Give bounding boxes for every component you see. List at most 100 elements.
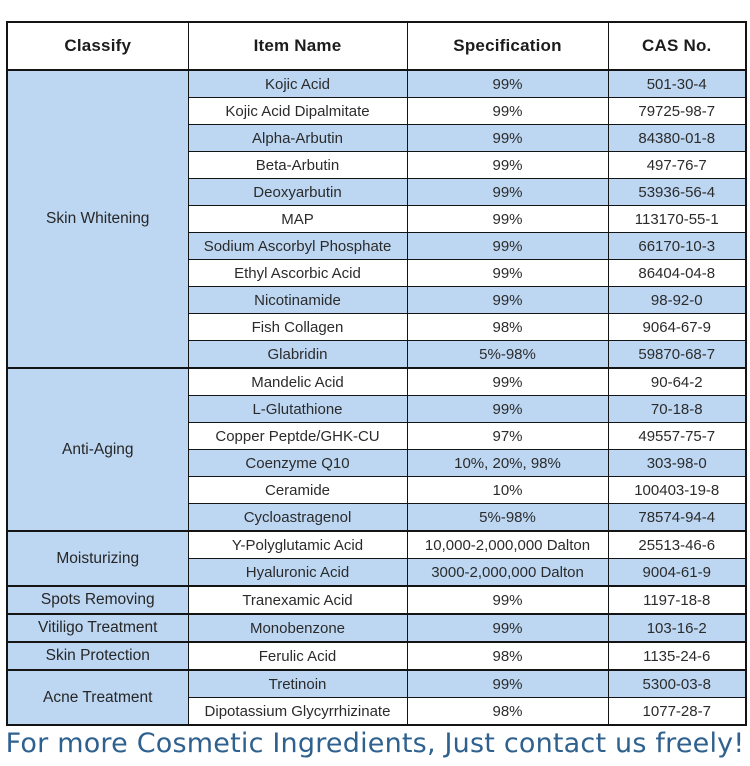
item-name-cell: Fish Collagen: [187, 313, 408, 341]
table-body: Skin Whitening Kojic Acid 99% 501-30-4 Kojic…: [6, 69, 747, 726]
item-name-cell: Tranexamic Acid: [187, 585, 408, 615]
table-row: Deoxyarbutin 99% 53936-56-4: [7, 178, 747, 206]
table-row: Ethyl Ascorbic Acid 99% 86404-04-8: [7, 259, 747, 287]
cas-no-cell: 84380-01-8: [607, 124, 747, 152]
cas-no-cell: 79725-98-7: [607, 97, 747, 125]
specification-cell: 99%: [406, 232, 609, 260]
cas-no-cell: 49557-75-7: [607, 422, 747, 450]
classify-cell: Spots Removing: [6, 585, 189, 615]
classify-cell: Moisturizing: [6, 530, 189, 587]
specification-cell: 99%: [406, 395, 609, 423]
table-row: Skin Whitening Kojic Acid 99% 501-30-4: [6, 69, 747, 369]
specification-cell: 99%: [406, 259, 609, 287]
item-name-cell: Cycloastragenol: [187, 503, 408, 532]
cas-no-cell: 501-30-4: [607, 69, 747, 98]
item-name-cell: Copper Peptde/GHK-CU: [187, 422, 408, 450]
specification-cell: 98%: [406, 641, 609, 671]
classify-cell: Skin Whitening: [6, 69, 189, 369]
table-row: Dipotassium Glycyrrhizinate 98% 1077-28-7: [7, 697, 747, 726]
classify-cell: Acne Treatment: [6, 669, 189, 726]
item-name-cell: Kojic Acid: [187, 69, 408, 98]
specification-cell: 99%: [406, 151, 609, 179]
table-row: Glabridin 5%-98% 59870-68-7: [7, 340, 747, 369]
cas-no-cell: 90-64-2: [607, 367, 747, 396]
specification-cell: 3000-2,000,000 Dalton: [406, 558, 609, 587]
specification-cell: 99%: [406, 205, 609, 233]
table-row: Alpha-Arbutin 99% 84380-01-8: [7, 124, 747, 152]
cas-no-cell: 1135-24-6: [607, 641, 747, 671]
specification-cell: 99%: [406, 367, 609, 396]
specification-cell: 99%: [406, 286, 609, 314]
item-name-cell: Ethyl Ascorbic Acid: [187, 259, 408, 287]
specification-cell: 10,000-2,000,000 Dalton: [406, 530, 609, 559]
specification-cell: 99%: [406, 613, 609, 643]
item-name-cell: Deoxyarbutin: [187, 178, 408, 206]
footer-cta-text: For more Cosmetic Ingredients, Just cont…: [5, 728, 745, 759]
item-name-cell: Y-Polyglutamic Acid: [187, 530, 408, 559]
specification-cell: 10%, 20%, 98%: [406, 449, 609, 477]
item-name-cell: Kojic Acid Dipalmitate: [187, 97, 408, 125]
specification-cell: 98%: [406, 313, 609, 341]
item-name-cell: L-Glutathione: [187, 395, 408, 423]
specification-cell: 99%: [406, 124, 609, 152]
cas-no-cell: 53936-56-4: [607, 178, 747, 206]
table-row: Coenzyme Q10 10%, 20%, 98% 303-98-0: [7, 449, 747, 477]
table-row: Anti-Aging Mandelic Acid 99% 90-64-2: [6, 367, 747, 532]
item-name-cell: Ceramide: [187, 476, 408, 504]
cas-no-cell: 1077-28-7: [607, 697, 747, 726]
cas-no-cell: 70-18-8: [607, 395, 747, 423]
cas-no-cell: 497-76-7: [607, 151, 747, 179]
column-header-cas-no: CAS No.: [607, 21, 747, 71]
specification-cell: 5%-98%: [406, 340, 609, 369]
cas-no-cell: 1197-18-8: [607, 585, 747, 615]
specification-cell: 97%: [406, 422, 609, 450]
table-row: Nicotinamide 99% 98-92-0: [7, 286, 747, 314]
specification-cell: 99%: [406, 669, 609, 698]
item-name-cell: Beta-Arbutin: [187, 151, 408, 179]
cas-no-cell: 113170-55-1: [607, 205, 747, 233]
item-name-cell: Sodium Ascorbyl Phosphate: [187, 232, 408, 260]
cas-no-cell: 303-98-0: [607, 449, 747, 477]
cas-no-cell: 100403-19-8: [607, 476, 747, 504]
table-row: Skin Protection Ferulic Acid 98% 1135-24-6: [6, 641, 747, 671]
specification-cell: 99%: [406, 178, 609, 206]
table-row: Copper Peptde/GHK-CU 97% 49557-75-7: [7, 422, 747, 450]
item-name-cell: Hyaluronic Acid: [187, 558, 408, 587]
specification-cell: 5%-98%: [406, 503, 609, 532]
item-name-cell: Dipotassium Glycyrrhizinate: [187, 697, 408, 726]
table-row: Fish Collagen 98% 9064-67-9: [7, 313, 747, 341]
table-row: MAP 99% 113170-55-1: [7, 205, 747, 233]
table-header-row: Classify Item Name Specification CAS No.: [6, 21, 747, 71]
specification-cell: 98%: [406, 697, 609, 726]
cas-no-cell: 78574-94-4: [607, 503, 747, 532]
table-row: Moisturizing Y-Polyglutamic Acid 10,000-2,…: [6, 530, 747, 587]
cas-no-cell: 103-16-2: [607, 613, 747, 643]
table-row: L-Glutathione 99% 70-18-8: [7, 395, 747, 423]
table-row: Spots Removing Tranexamic Acid 99% 1197-18-…: [6, 585, 747, 615]
table-row: Vitiligo Treatment Monobenzone 99% 103-16-2: [6, 613, 747, 643]
item-name-cell: Coenzyme Q10: [187, 449, 408, 477]
table-row: Hyaluronic Acid 3000-2,000,000 Dalton 9004…: [7, 558, 747, 587]
item-name-cell: Monobenzone: [187, 613, 408, 643]
specification-cell: 99%: [406, 69, 609, 98]
item-name-cell: Mandelic Acid: [187, 367, 408, 396]
cas-no-cell: 59870-68-7: [607, 340, 747, 369]
item-name-cell: Ferulic Acid: [187, 641, 408, 671]
cas-no-cell: 25513-46-6: [607, 530, 747, 559]
cas-no-cell: 86404-04-8: [607, 259, 747, 287]
cas-no-cell: 9004-61-9: [607, 558, 747, 587]
table-row: Ceramide 10% 100403-19-8: [7, 476, 747, 504]
column-header-item-name: Item Name: [187, 21, 408, 71]
specification-cell: 10%: [406, 476, 609, 504]
item-name-cell: Alpha-Arbutin: [187, 124, 408, 152]
column-header-specification: Specification: [406, 21, 609, 71]
classify-cell: Anti-Aging: [6, 367, 189, 532]
item-name-cell: Nicotinamide: [187, 286, 408, 314]
specification-cell: 99%: [406, 97, 609, 125]
table-row: Beta-Arbutin 99% 497-76-7: [7, 151, 747, 179]
classify-cell: Vitiligo Treatment: [6, 613, 189, 643]
item-name-cell: Glabridin: [187, 340, 408, 369]
cas-no-cell: 66170-10-3: [607, 232, 747, 260]
cas-no-cell: 98-92-0: [607, 286, 747, 314]
